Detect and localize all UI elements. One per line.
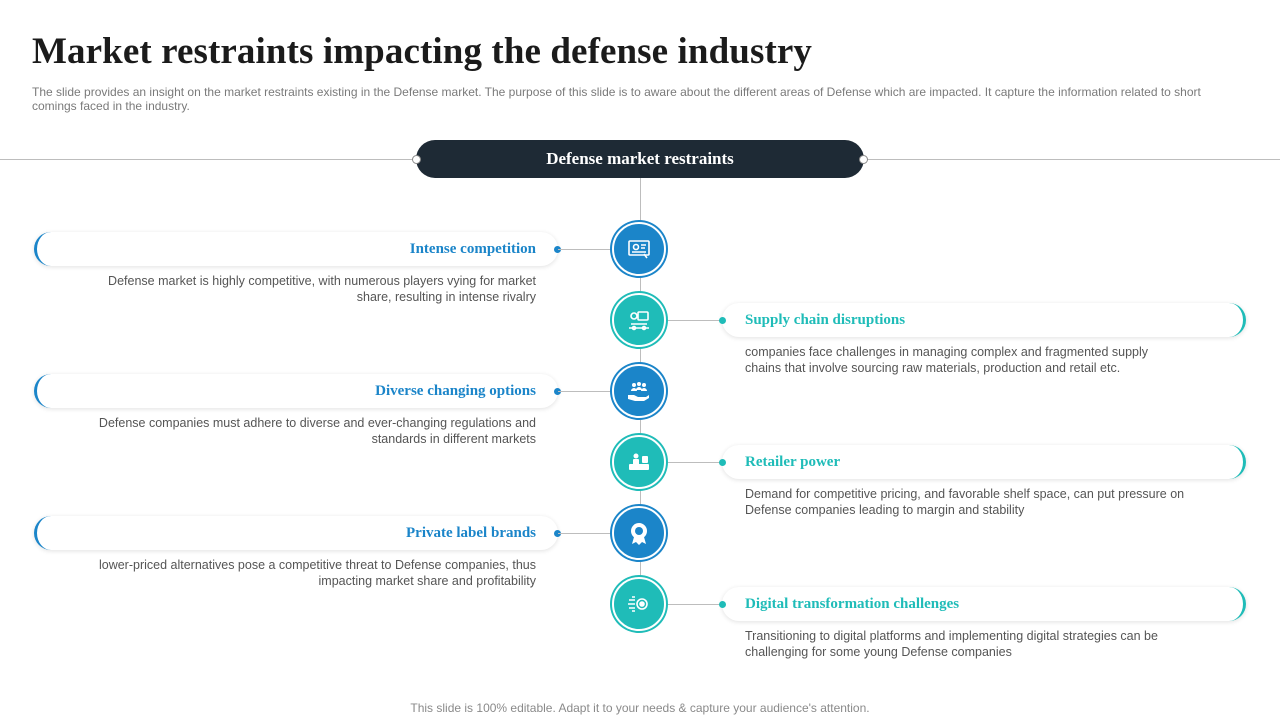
people-in-hand-icon bbox=[612, 364, 666, 418]
header-line-right bbox=[864, 159, 1280, 160]
restraint-title: Private label brands bbox=[406, 524, 536, 541]
restraint-card-supply-chain: Supply chain disruptions bbox=[722, 303, 1246, 337]
restraint-description: Defense market is highly competitive, wi… bbox=[108, 274, 536, 304]
restraint-card-retailer-power: Retailer power bbox=[722, 445, 1246, 479]
presentation-icon bbox=[612, 222, 666, 276]
header-line-left bbox=[0, 159, 416, 160]
connector-line bbox=[558, 249, 612, 250]
restraint-description: companies face challenges in managing co… bbox=[745, 345, 1149, 375]
connector-dot bbox=[554, 530, 561, 537]
restraint-description: Defense companies must adhere to diverse… bbox=[98, 416, 536, 446]
delivery-truck-icon bbox=[612, 293, 666, 347]
connector-line bbox=[666, 604, 722, 605]
restraint-card-intense-competition: Intense competition bbox=[34, 232, 558, 266]
connector-dot bbox=[719, 459, 726, 466]
restraint-title: Retailer power bbox=[745, 453, 841, 470]
header-pill: Defense market restraints bbox=[416, 140, 864, 178]
connector-line bbox=[558, 533, 612, 534]
footer-note: This slide is 100% editable. Adapt it to… bbox=[410, 701, 870, 715]
badge-icon bbox=[612, 506, 666, 560]
header-label: Defense market restraints bbox=[546, 149, 734, 168]
restraint-title: Supply chain disruptions bbox=[745, 311, 906, 328]
restraint-description: Transitioning to digital platforms and i… bbox=[745, 629, 1158, 659]
connector-dot bbox=[719, 317, 726, 324]
restraint-card-diverse-options: Diverse changing options bbox=[34, 374, 558, 408]
restraint-title: Intense competition bbox=[409, 240, 536, 257]
page-title: Market restraints impacting the defense … bbox=[32, 31, 813, 72]
restraint-description: Demand for competitive pricing, and favo… bbox=[745, 487, 1185, 517]
restraint-title: Diverse changing options bbox=[375, 382, 536, 399]
retailer-desk-icon bbox=[612, 435, 666, 489]
restraint-card-private-label: Private label brands bbox=[34, 516, 558, 550]
restraint-card-digital-transformation: Digital transformation challenges bbox=[722, 587, 1246, 621]
connector-line bbox=[558, 391, 612, 392]
page-subtitle: The slide provides an insight on the mar… bbox=[32, 85, 1201, 113]
connector-line bbox=[666, 320, 722, 321]
digital-gear-icon bbox=[612, 577, 666, 631]
header-dot-right bbox=[859, 155, 868, 164]
connector-dot bbox=[554, 246, 561, 253]
connector-dot bbox=[719, 601, 726, 608]
connector-dot bbox=[554, 388, 561, 395]
header-dot-left bbox=[412, 155, 421, 164]
restraint-title: Digital transformation challenges bbox=[745, 595, 960, 612]
connector-line bbox=[666, 462, 722, 463]
restraint-description: lower-priced alternatives pose a competi… bbox=[98, 558, 536, 588]
